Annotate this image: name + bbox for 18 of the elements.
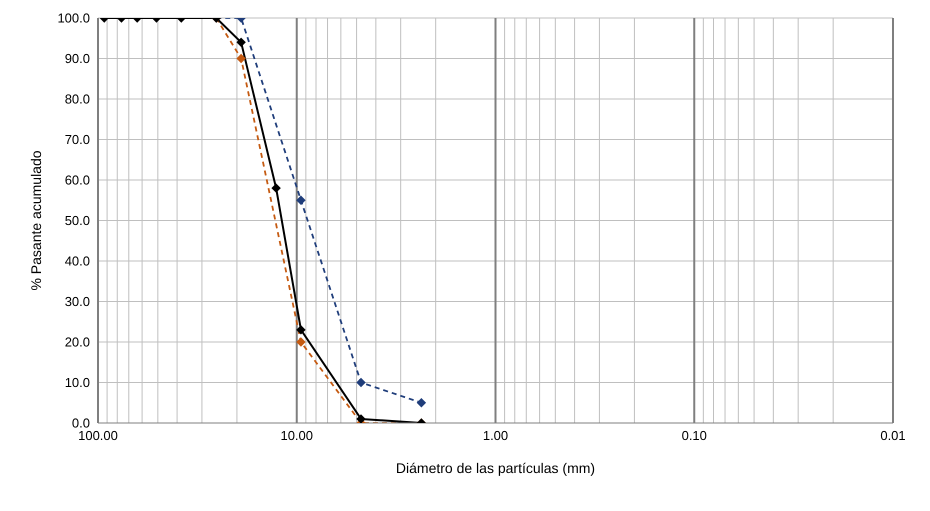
y-tick-label: 80.0 [64, 92, 90, 107]
y-tick-label: 30.0 [64, 294, 90, 310]
x-tick-label: 0.10 [682, 428, 707, 444]
y-tick-label: 50.0 [64, 213, 90, 228]
y-axis-title: % Pasante acumulado [28, 150, 44, 291]
y-tick-label: 100.0 [57, 10, 90, 26]
x-axis-title: Diámetro de las partículas (mm) [396, 460, 596, 476]
y-tick-label: 90.0 [64, 51, 90, 66]
y-tick-label: 60.0 [64, 172, 90, 188]
y-tick-label: 20.0 [64, 334, 90, 350]
y-tick-label: 10.0 [64, 375, 90, 390]
x-tick-label: 10.00 [280, 428, 314, 444]
x-tick-label: 0.01 [880, 428, 906, 444]
y-tick-label: 70.0 [64, 132, 90, 148]
y-tick-label: 40.0 [64, 254, 90, 269]
y-tick-label: 0.0 [72, 416, 90, 431]
x-tick-label: 100.00 [78, 428, 118, 444]
x-tick-label: 1.00 [482, 428, 508, 444]
